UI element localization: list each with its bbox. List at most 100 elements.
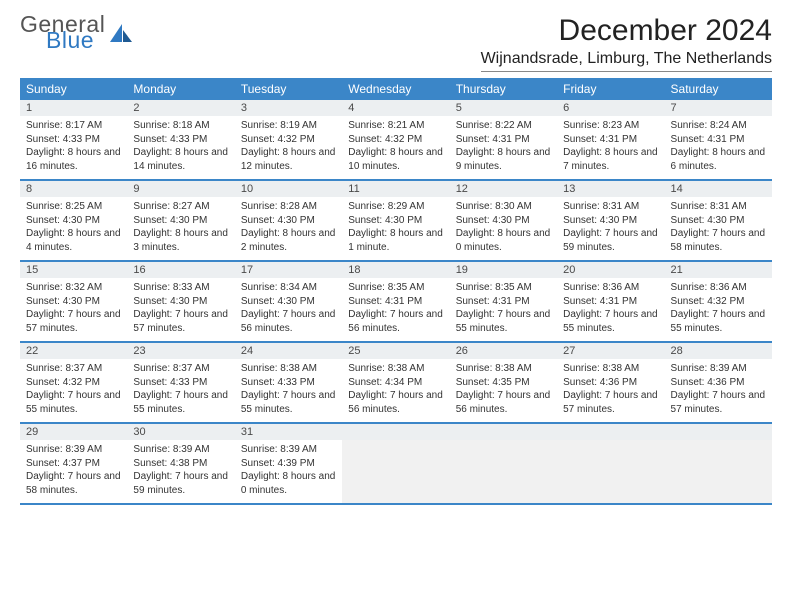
day-number: 25 bbox=[342, 343, 449, 359]
page-header: General Blue December 2024 Wijnandsrade,… bbox=[20, 14, 772, 72]
calendar-day-cell bbox=[342, 424, 449, 503]
day-body: Sunrise: 8:39 AMSunset: 4:36 PMDaylight:… bbox=[665, 359, 772, 422]
sunset-text: Sunset: 4:33 PM bbox=[241, 376, 336, 390]
day-number: 8 bbox=[20, 181, 127, 197]
calendar-day-cell: 6Sunrise: 8:23 AMSunset: 4:31 PMDaylight… bbox=[557, 100, 664, 179]
calendar-week-row: 29Sunrise: 8:39 AMSunset: 4:37 PMDayligh… bbox=[20, 424, 772, 505]
day-number: 26 bbox=[450, 343, 557, 359]
sunrise-text: Sunrise: 8:35 AM bbox=[456, 281, 551, 295]
sunset-text: Sunset: 4:31 PM bbox=[563, 133, 658, 147]
calendar-day-cell bbox=[557, 424, 664, 503]
day-body: Sunrise: 8:38 AMSunset: 4:34 PMDaylight:… bbox=[342, 359, 449, 422]
day-number: 14 bbox=[665, 181, 772, 197]
sunset-text: Sunset: 4:31 PM bbox=[456, 133, 551, 147]
calendar-day-cell: 5Sunrise: 8:22 AMSunset: 4:31 PMDaylight… bbox=[450, 100, 557, 179]
daylight-text: Daylight: 7 hours and 57 minutes. bbox=[133, 308, 228, 335]
calendar-day-cell: 20Sunrise: 8:36 AMSunset: 4:31 PMDayligh… bbox=[557, 262, 664, 341]
sunrise-text: Sunrise: 8:32 AM bbox=[26, 281, 121, 295]
sunset-text: Sunset: 4:31 PM bbox=[563, 295, 658, 309]
calendar-week-row: 8Sunrise: 8:25 AMSunset: 4:30 PMDaylight… bbox=[20, 181, 772, 262]
sunrise-text: Sunrise: 8:29 AM bbox=[348, 200, 443, 214]
day-body: Sunrise: 8:35 AMSunset: 4:31 PMDaylight:… bbox=[450, 278, 557, 341]
calendar-day-cell: 3Sunrise: 8:19 AMSunset: 4:32 PMDaylight… bbox=[235, 100, 342, 179]
day-number: 20 bbox=[557, 262, 664, 278]
calendar-day-cell: 24Sunrise: 8:38 AMSunset: 4:33 PMDayligh… bbox=[235, 343, 342, 422]
day-number: 23 bbox=[127, 343, 234, 359]
calendar-day-cell: 10Sunrise: 8:28 AMSunset: 4:30 PMDayligh… bbox=[235, 181, 342, 260]
day-body: Sunrise: 8:17 AMSunset: 4:33 PMDaylight:… bbox=[20, 116, 127, 179]
day-number-empty bbox=[342, 424, 449, 440]
sunrise-text: Sunrise: 8:38 AM bbox=[241, 362, 336, 376]
day-body: Sunrise: 8:29 AMSunset: 4:30 PMDaylight:… bbox=[342, 197, 449, 260]
weekday-header: Saturday bbox=[665, 78, 772, 100]
calendar-day-cell: 2Sunrise: 8:18 AMSunset: 4:33 PMDaylight… bbox=[127, 100, 234, 179]
day-number: 3 bbox=[235, 100, 342, 116]
calendar-day-cell: 18Sunrise: 8:35 AMSunset: 4:31 PMDayligh… bbox=[342, 262, 449, 341]
day-body: Sunrise: 8:34 AMSunset: 4:30 PMDaylight:… bbox=[235, 278, 342, 341]
sunrise-text: Sunrise: 8:38 AM bbox=[348, 362, 443, 376]
sunrise-text: Sunrise: 8:39 AM bbox=[671, 362, 766, 376]
day-body: Sunrise: 8:38 AMSunset: 4:33 PMDaylight:… bbox=[235, 359, 342, 422]
calendar-day-cell: 13Sunrise: 8:31 AMSunset: 4:30 PMDayligh… bbox=[557, 181, 664, 260]
day-body: Sunrise: 8:36 AMSunset: 4:31 PMDaylight:… bbox=[557, 278, 664, 341]
calendar-day-cell: 7Sunrise: 8:24 AMSunset: 4:31 PMDaylight… bbox=[665, 100, 772, 179]
day-number: 19 bbox=[450, 262, 557, 278]
logo-line2: Blue bbox=[46, 30, 105, 52]
sunset-text: Sunset: 4:30 PM bbox=[26, 295, 121, 309]
day-body: Sunrise: 8:19 AMSunset: 4:32 PMDaylight:… bbox=[235, 116, 342, 179]
daylight-text: Daylight: 8 hours and 3 minutes. bbox=[133, 227, 228, 254]
day-body: Sunrise: 8:22 AMSunset: 4:31 PMDaylight:… bbox=[450, 116, 557, 179]
sunrise-text: Sunrise: 8:18 AM bbox=[133, 119, 228, 133]
sunrise-text: Sunrise: 8:33 AM bbox=[133, 281, 228, 295]
day-number: 30 bbox=[127, 424, 234, 440]
weekday-header: Monday bbox=[127, 78, 234, 100]
daylight-text: Daylight: 7 hours and 56 minutes. bbox=[348, 308, 443, 335]
day-number: 16 bbox=[127, 262, 234, 278]
daylight-text: Daylight: 8 hours and 9 minutes. bbox=[456, 146, 551, 173]
weekday-header: Wednesday bbox=[342, 78, 449, 100]
logo-sail-icon bbox=[108, 22, 134, 44]
calendar-day-cell bbox=[665, 424, 772, 503]
calendar-day-cell: 12Sunrise: 8:30 AMSunset: 4:30 PMDayligh… bbox=[450, 181, 557, 260]
calendar-day-cell: 17Sunrise: 8:34 AMSunset: 4:30 PMDayligh… bbox=[235, 262, 342, 341]
daylight-text: Daylight: 7 hours and 56 minutes. bbox=[456, 389, 551, 416]
sunrise-text: Sunrise: 8:39 AM bbox=[241, 443, 336, 457]
day-body: Sunrise: 8:38 AMSunset: 4:35 PMDaylight:… bbox=[450, 359, 557, 422]
day-number-empty bbox=[665, 424, 772, 440]
day-body: Sunrise: 8:24 AMSunset: 4:31 PMDaylight:… bbox=[665, 116, 772, 179]
sunrise-text: Sunrise: 8:36 AM bbox=[671, 281, 766, 295]
sunrise-text: Sunrise: 8:34 AM bbox=[241, 281, 336, 295]
calendar-day-cell: 4Sunrise: 8:21 AMSunset: 4:32 PMDaylight… bbox=[342, 100, 449, 179]
day-number: 11 bbox=[342, 181, 449, 197]
sunset-text: Sunset: 4:32 PM bbox=[671, 295, 766, 309]
sunset-text: Sunset: 4:30 PM bbox=[241, 295, 336, 309]
sunrise-text: Sunrise: 8:19 AM bbox=[241, 119, 336, 133]
day-number: 31 bbox=[235, 424, 342, 440]
sunset-text: Sunset: 4:30 PM bbox=[133, 214, 228, 228]
calendar-day-cell: 8Sunrise: 8:25 AMSunset: 4:30 PMDaylight… bbox=[20, 181, 127, 260]
calendar-day-cell: 11Sunrise: 8:29 AMSunset: 4:30 PMDayligh… bbox=[342, 181, 449, 260]
sunset-text: Sunset: 4:32 PM bbox=[348, 133, 443, 147]
daylight-text: Daylight: 7 hours and 59 minutes. bbox=[133, 470, 228, 497]
sunset-text: Sunset: 4:30 PM bbox=[671, 214, 766, 228]
day-body: Sunrise: 8:35 AMSunset: 4:31 PMDaylight:… bbox=[342, 278, 449, 341]
day-number: 7 bbox=[665, 100, 772, 116]
daylight-text: Daylight: 8 hours and 4 minutes. bbox=[26, 227, 121, 254]
day-number: 5 bbox=[450, 100, 557, 116]
day-number: 18 bbox=[342, 262, 449, 278]
day-number-empty bbox=[450, 424, 557, 440]
sunrise-text: Sunrise: 8:25 AM bbox=[26, 200, 121, 214]
day-body: Sunrise: 8:21 AMSunset: 4:32 PMDaylight:… bbox=[342, 116, 449, 179]
sunset-text: Sunset: 4:38 PM bbox=[133, 457, 228, 471]
day-number: 13 bbox=[557, 181, 664, 197]
day-body: Sunrise: 8:23 AMSunset: 4:31 PMDaylight:… bbox=[557, 116, 664, 179]
weekday-header: Sunday bbox=[20, 78, 127, 100]
day-number: 4 bbox=[342, 100, 449, 116]
sunrise-text: Sunrise: 8:30 AM bbox=[456, 200, 551, 214]
day-body: Sunrise: 8:38 AMSunset: 4:36 PMDaylight:… bbox=[557, 359, 664, 422]
sunrise-text: Sunrise: 8:27 AM bbox=[133, 200, 228, 214]
sunrise-text: Sunrise: 8:17 AM bbox=[26, 119, 121, 133]
day-number: 21 bbox=[665, 262, 772, 278]
daylight-text: Daylight: 8 hours and 1 minute. bbox=[348, 227, 443, 254]
sunset-text: Sunset: 4:33 PM bbox=[133, 376, 228, 390]
